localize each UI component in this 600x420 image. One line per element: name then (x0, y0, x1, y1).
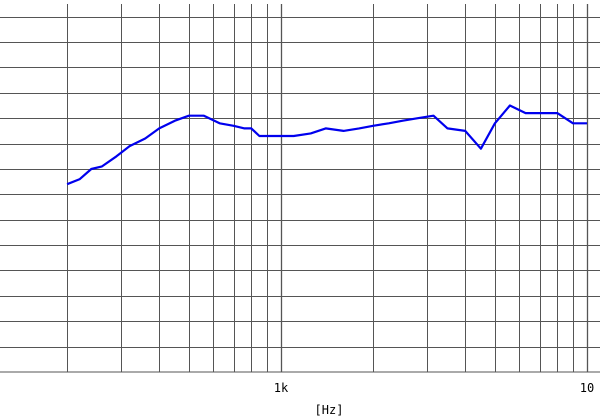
series-line (66, 104, 587, 186)
plot-area-background (0, 0, 600, 372)
series-group (66, 104, 587, 186)
vertical-gridlines (67, 4, 589, 372)
x-axis-label: [Hz] (315, 403, 344, 417)
x-tick-labels: 1k 10 (274, 381, 594, 395)
x-tick-label: 1k (274, 381, 289, 395)
x-tick-label: 10 (580, 381, 594, 395)
horizontal-gridlines (0, 17, 600, 348)
